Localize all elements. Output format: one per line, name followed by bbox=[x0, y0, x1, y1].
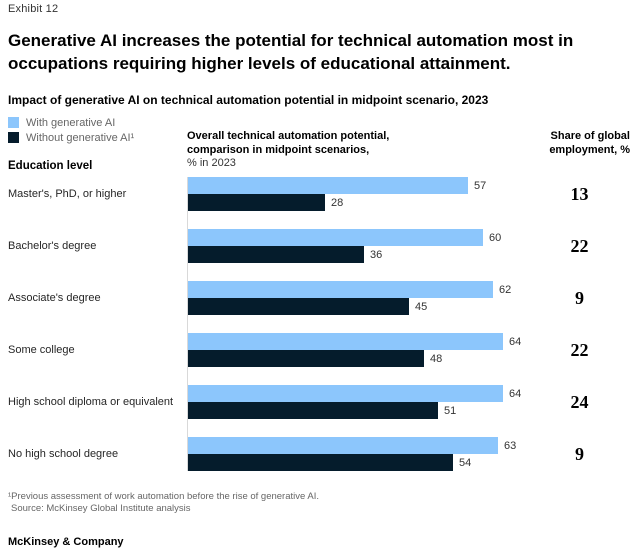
bar-value-without-genai: 54 bbox=[459, 456, 472, 469]
bar-value-without-genai: 36 bbox=[370, 248, 383, 261]
bar-group: 57 28 bbox=[187, 177, 527, 211]
bar-group: 64 48 bbox=[187, 333, 527, 367]
bar-group: 60 36 bbox=[187, 229, 527, 263]
education-level-header: Education level bbox=[8, 160, 93, 172]
footnotes: ¹Previous assessment of work automation … bbox=[8, 491, 632, 515]
bar-group: 63 54 bbox=[187, 437, 527, 471]
chart-header-row: With generative AI Without generative AI… bbox=[8, 113, 632, 172]
source-line: Source: McKinsey Global Institute analys… bbox=[11, 503, 191, 514]
share-of-employment-value: 9 bbox=[575, 287, 584, 308]
chart-row: Some college 64 48 22 bbox=[8, 333, 632, 367]
bar-line-with-genai: 62 bbox=[187, 281, 527, 298]
bar-line-without-genai: 45 bbox=[187, 298, 527, 315]
bar-without-genai bbox=[187, 246, 364, 263]
education-level-label: High school diploma or equivalent bbox=[8, 396, 174, 408]
bar-line-without-genai: 54 bbox=[187, 454, 527, 471]
bar-chart: Master's, PhD, or higher 57 28 13 Bachel… bbox=[8, 177, 632, 471]
bar-value-without-genai: 45 bbox=[415, 300, 428, 313]
bar-value-without-genai: 48 bbox=[430, 352, 443, 365]
bar-line-without-genai: 51 bbox=[187, 402, 527, 419]
bar-with-genai bbox=[187, 281, 493, 298]
legend-item-with-genai: With generative AI bbox=[8, 115, 187, 130]
education-level-label: No high school degree bbox=[8, 448, 119, 460]
bar-line-with-genai: 64 bbox=[187, 333, 527, 350]
legend: With generative AI Without generative AI… bbox=[8, 113, 187, 172]
bar-line-without-genai: 28 bbox=[187, 194, 527, 211]
bar-without-genai bbox=[187, 454, 453, 471]
education-level-label: Master's, PhD, or higher bbox=[8, 188, 127, 200]
brand-logo: McKinsey & Company bbox=[8, 536, 124, 548]
education-level-label: Associate's degree bbox=[8, 292, 101, 304]
bar-line-with-genai: 57 bbox=[187, 177, 527, 194]
chart-subtitle: Impact of generative AI on technical aut… bbox=[8, 93, 489, 107]
bar-value-with-genai: 64 bbox=[509, 335, 522, 348]
bar-line-with-genai: 60 bbox=[187, 229, 527, 246]
share-header-line2: employment, % bbox=[549, 143, 630, 156]
bar-without-genai bbox=[187, 298, 409, 315]
chart-header-line1: Overall technical automation potential, bbox=[187, 130, 390, 142]
legend-label-without-genai: Without generative AI¹ bbox=[26, 131, 135, 144]
bar-with-genai bbox=[187, 437, 498, 454]
share-of-employment-value: 9 bbox=[575, 443, 584, 464]
bar-value-without-genai: 51 bbox=[444, 404, 457, 417]
bar-without-genai bbox=[187, 402, 438, 419]
exhibit-label: Exhibit 12 bbox=[8, 3, 59, 15]
chart-header-line3: % in 2023 bbox=[187, 157, 236, 169]
legend-item-without-genai: Without generative AI¹ bbox=[8, 130, 187, 145]
bar-without-genai bbox=[187, 194, 325, 211]
bar-value-with-genai: 57 bbox=[474, 179, 487, 192]
education-level-label: Some college bbox=[8, 344, 75, 356]
share-of-employment-value: 22 bbox=[570, 339, 589, 360]
footnote-1: ¹Previous assessment of work automation … bbox=[8, 491, 320, 502]
chart-column-header: Overall technical automation potential, … bbox=[187, 113, 527, 172]
bar-value-with-genai: 63 bbox=[504, 439, 517, 452]
bar-with-genai bbox=[187, 333, 503, 350]
legend-swatch-with-genai-icon bbox=[8, 117, 19, 128]
bar-without-genai bbox=[187, 350, 424, 367]
bar-with-genai bbox=[187, 229, 483, 246]
chart-header-line2: comparison in midpoint scenarios, bbox=[187, 143, 370, 156]
bar-line-without-genai: 36 bbox=[187, 246, 527, 263]
bar-group: 64 51 bbox=[187, 385, 527, 419]
share-of-employment-value: 13 bbox=[570, 183, 589, 204]
bar-with-genai bbox=[187, 177, 468, 194]
bar-value-with-genai: 60 bbox=[489, 231, 502, 244]
chart-row: Associate's degree 62 45 9 bbox=[8, 281, 632, 315]
page-title: Generative AI increases the potential fo… bbox=[8, 31, 574, 73]
bar-value-with-genai: 62 bbox=[499, 283, 512, 296]
share-header-line1: Share of global bbox=[550, 130, 630, 142]
chart-row: Master's, PhD, or higher 57 28 13 bbox=[8, 177, 632, 211]
chart-row: No high school degree 63 54 9 bbox=[8, 437, 632, 471]
share-of-employment-value: 22 bbox=[570, 235, 589, 256]
share-of-employment-value: 24 bbox=[570, 391, 589, 412]
bar-with-genai bbox=[187, 385, 503, 402]
education-level-label: Bachelor's degree bbox=[8, 240, 97, 252]
bar-line-with-genai: 64 bbox=[187, 385, 527, 402]
legend-swatch-without-genai-icon bbox=[8, 132, 19, 143]
bar-line-with-genai: 63 bbox=[187, 437, 527, 454]
share-column-header: Share of global employment, % bbox=[527, 113, 632, 172]
bar-line-without-genai: 48 bbox=[187, 350, 527, 367]
legend-label-with-genai: With generative AI bbox=[26, 116, 116, 129]
bar-value-with-genai: 64 bbox=[509, 387, 522, 400]
bar-group: 62 45 bbox=[187, 281, 527, 315]
chart-row: High school diploma or equivalent 64 51 … bbox=[8, 385, 632, 419]
chart-row: Bachelor's degree 60 36 22 bbox=[8, 229, 632, 263]
bar-value-without-genai: 28 bbox=[331, 196, 344, 209]
y-axis-line bbox=[187, 177, 188, 471]
